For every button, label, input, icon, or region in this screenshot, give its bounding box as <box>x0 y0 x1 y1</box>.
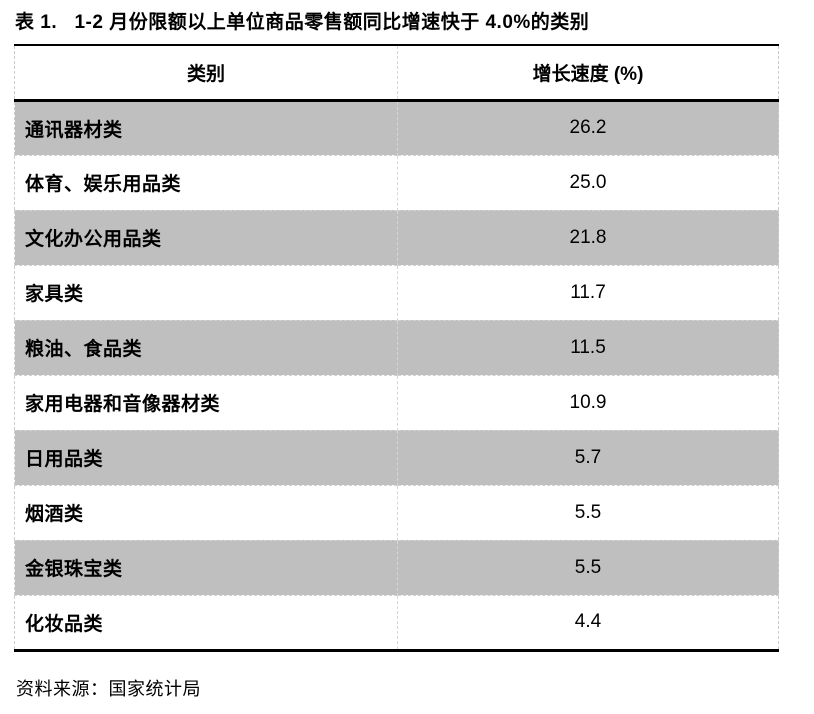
value-cell: 4.4 <box>397 594 779 650</box>
category-cell: 文化办公用品类 <box>14 209 398 265</box>
value-cell: 11.5 <box>397 319 779 375</box>
category-cell: 粮油、食品类 <box>14 319 398 375</box>
value-cell: 11.7 <box>397 264 779 320</box>
category-cell: 化妆品类 <box>14 594 398 650</box>
table-header-row: 类别 增长速度 (%) <box>14 45 779 102</box>
category-cell: 体育、娱乐用品类 <box>14 154 398 210</box>
table-row: 通讯器材类 26.2 <box>14 100 779 155</box>
value-cell: 5.5 <box>397 539 779 595</box>
value-cell: 5.5 <box>397 484 779 540</box>
value-cell: 26.2 <box>569 117 607 138</box>
table-row: 家用电器和音像器材类 10.9 <box>14 374 779 430</box>
header-category: 类别 <box>14 45 398 102</box>
value-cell: 25.0 <box>397 154 779 210</box>
table-row: 日用品类 5.7 <box>14 429 779 485</box>
value-cell: 21.8 <box>397 209 779 265</box>
value-cell: 5.7 <box>397 429 779 485</box>
table-row: 文化办公用品类 21.8 <box>14 209 779 265</box>
table-row: 烟酒类 5.5 <box>14 484 779 540</box>
value-cell: 10.9 <box>397 374 779 430</box>
table-row: 粮油、食品类 11.5 <box>14 319 779 375</box>
category-cell: 金银珠宝类 <box>14 539 398 595</box>
table-row: 金银珠宝类 5.5 <box>14 539 779 595</box>
category-cell: 家具类 <box>14 264 398 320</box>
header-growth-rate: 增长速度 (%) <box>397 45 779 102</box>
table-row: 体育、娱乐用品类 25.0 <box>14 154 779 210</box>
source-note: 资料来源：国家统计局 <box>16 679 201 699</box>
category-cell: 烟酒类 <box>14 484 398 540</box>
table-row: 化妆品类 4.4 <box>14 594 779 650</box>
table-title: 表 1. 1-2 月份限额以上单位商品零售额同比增速快于 4.0%的类别 <box>15 12 590 33</box>
growth-rate-table: 类别 增长速度 (%) 通讯器材类 26.2 体育、娱乐用品类 25.0 文化办… <box>14 44 779 652</box>
category-cell: 日用品类 <box>14 429 398 485</box>
category-cell: 家用电器和音像器材类 <box>14 374 398 430</box>
category-cell: 通讯器材类 <box>14 100 398 155</box>
table-row: 家具类 11.7 <box>14 264 779 320</box>
